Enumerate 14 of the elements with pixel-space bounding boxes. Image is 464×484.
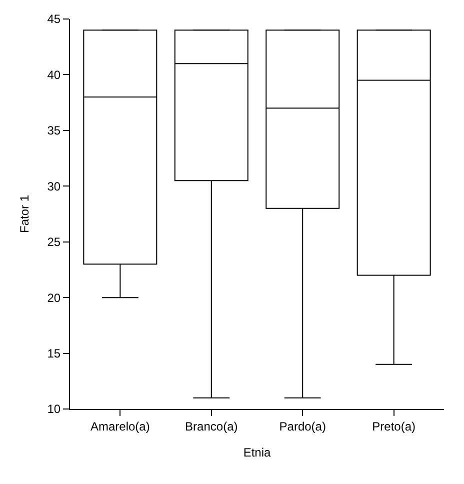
x-tick-label: Pardo(a) <box>279 419 326 434</box>
x-tick-label: Preto(a) <box>372 419 416 434</box>
x-axis-title: Etnia <box>243 445 271 460</box>
x-tick-label: Branco(a) <box>185 419 238 434</box>
y-axis-title: Fator 1 <box>18 194 32 234</box>
y-tick-label: 35 <box>47 124 61 138</box>
y-tick-label: 10 <box>47 402 61 416</box>
y-tick-label: 40 <box>47 68 61 82</box>
x-tick-label: Amarelo(a) <box>90 419 150 434</box>
y-tick-label: 15 <box>47 346 61 360</box>
y-tick-label: 25 <box>47 235 61 250</box>
y-tick-label: 30 <box>47 179 61 194</box>
y-tick-label: 20 <box>47 290 61 305</box>
y-tick-label: 45 <box>47 12 61 26</box>
